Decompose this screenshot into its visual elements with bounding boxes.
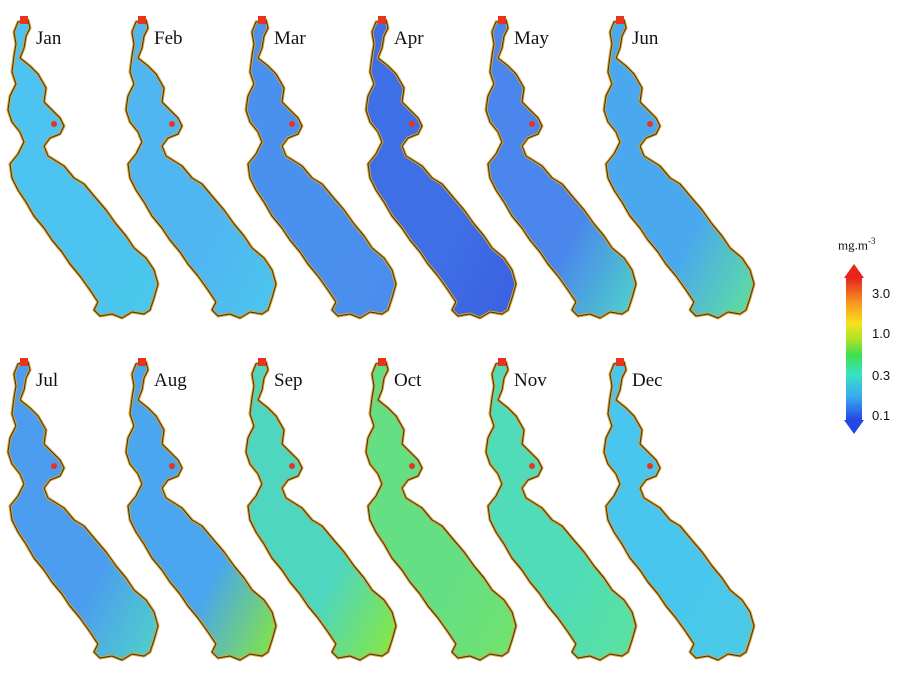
lake-map xyxy=(6,358,160,662)
lake-map xyxy=(364,16,518,320)
lake-map xyxy=(244,16,398,320)
lake-map xyxy=(602,16,756,320)
month-label: Mar xyxy=(274,28,306,49)
colorbar-legend: mg.m-3 3.0 1.0 0.3 0.1 xyxy=(832,236,902,436)
month-label: Dec xyxy=(632,370,663,391)
month-panel-apr: Apr xyxy=(364,14,518,334)
lake-map xyxy=(6,16,160,320)
tick-0-3: 0.3 xyxy=(872,368,891,383)
legend-unit: mg.m-3 xyxy=(838,236,876,253)
lake-map xyxy=(484,358,638,662)
month-label: Jan xyxy=(36,28,62,49)
month-panel-mar: Mar xyxy=(244,14,398,334)
month-label: Nov xyxy=(514,370,547,391)
month-label: Sep xyxy=(274,370,303,391)
month-label: Oct xyxy=(394,370,422,391)
month-panel-oct: Oct xyxy=(364,356,518,676)
month-panel-nov: Nov xyxy=(484,356,638,676)
month-panel-feb: Feb xyxy=(124,14,278,334)
month-panel-aug: Aug xyxy=(124,356,278,676)
colorbar-min-arrow xyxy=(844,420,864,434)
lake-map xyxy=(124,16,278,320)
month-panel-jun: Jun xyxy=(602,14,756,334)
tick-0-1: 0.1 xyxy=(872,408,891,423)
month-label: Feb xyxy=(154,28,183,49)
month-panel-sep: Sep xyxy=(244,356,398,676)
lake-map xyxy=(244,358,398,662)
month-label: Jun xyxy=(632,28,659,49)
lake-map xyxy=(364,358,518,662)
month-label: May xyxy=(514,28,549,49)
tick-1-0: 1.0 xyxy=(872,326,891,341)
colorbar-gradient xyxy=(846,278,862,420)
month-panel-jan: Jan xyxy=(6,14,160,334)
lake-map xyxy=(602,358,756,662)
month-panel-may: May xyxy=(484,14,638,334)
month-label: Aug xyxy=(154,370,187,391)
month-panel-jul: Jul xyxy=(6,356,160,676)
colorbar-max-arrow xyxy=(844,264,864,278)
month-label: Apr xyxy=(394,28,424,49)
month-label: Jul xyxy=(36,370,59,391)
lake-map xyxy=(124,358,278,662)
month-panel-dec: Dec xyxy=(602,356,756,676)
colorbar xyxy=(844,264,864,434)
lake-map xyxy=(484,16,638,320)
tick-3-0: 3.0 xyxy=(872,286,891,301)
